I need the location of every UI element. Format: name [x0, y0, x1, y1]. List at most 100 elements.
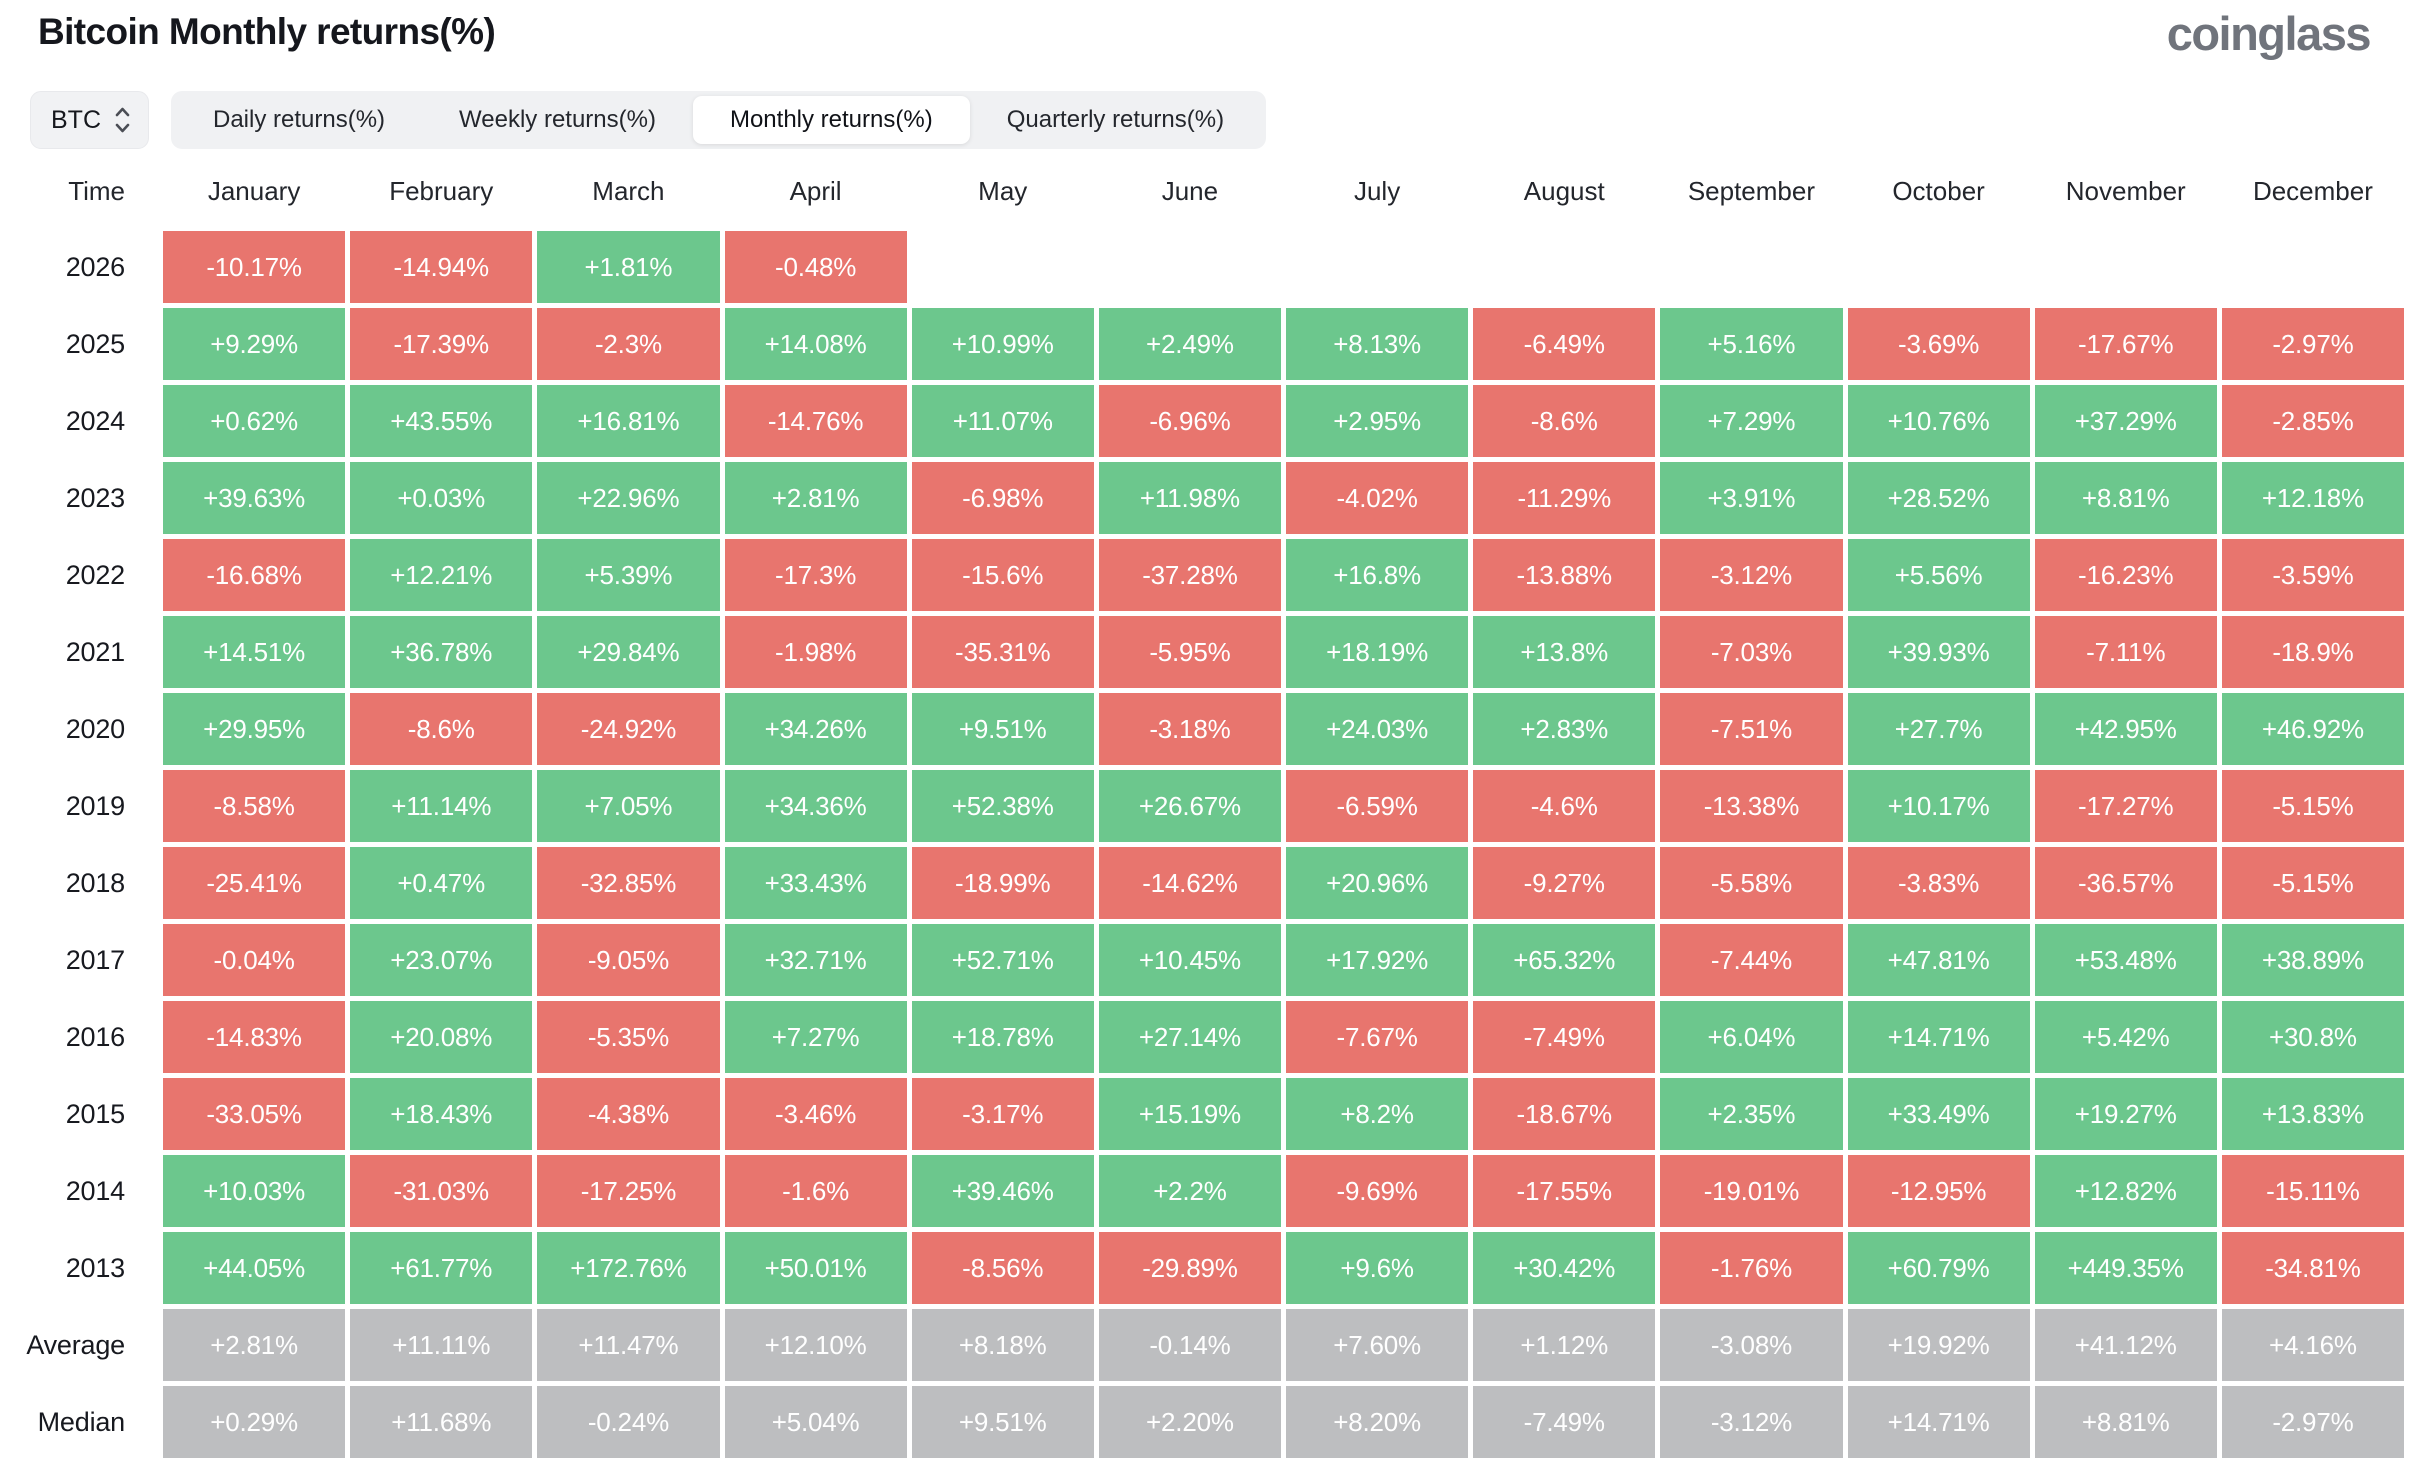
return-cell: +27.14% [1098, 1001, 1281, 1073]
tab-monthly-returns[interactable]: Monthly returns(%) [692, 96, 970, 144]
return-cell: +65.32% [1473, 924, 1656, 996]
return-cell: -2.97% [2221, 1386, 2404, 1458]
return-cell: +8.13% [1286, 308, 1469, 380]
return-cell: +5.16% [1660, 308, 1843, 380]
tab-daily-returns[interactable]: Daily returns(%) [176, 96, 422, 144]
return-cell: +8.81% [2034, 462, 2217, 534]
return-cell: -17.39% [350, 308, 533, 380]
return-cell: -2.3% [537, 308, 720, 380]
return-cell: -13.88% [1473, 539, 1656, 611]
row-label: 2013 [65, 1253, 125, 1283]
return-cell: +12.82% [2034, 1155, 2217, 1227]
return-cell [1286, 231, 1468, 303]
tab-label: Monthly returns(%) [729, 106, 933, 133]
row-label: 2016 [65, 1022, 125, 1052]
return-cell: +37.29% [2034, 385, 2217, 457]
return-cell: +18.43% [350, 1078, 533, 1150]
return-cell [1099, 231, 1281, 303]
return-cell: +7.27% [724, 1001, 907, 1073]
month-column-header: February [389, 176, 494, 206]
return-cell: +32.71% [724, 924, 907, 996]
table-header-row: Time January February March April May June July… [0, 163, 2404, 219]
return-cell: -1.98% [724, 616, 907, 688]
return-cell: +14.51% [163, 616, 346, 688]
return-cell: +38.89% [2221, 924, 2404, 996]
return-cell: +30.8% [2221, 1001, 2404, 1073]
return-cell: -15.11% [2221, 1155, 2404, 1227]
table-row: 2024 +0.62% +43.55% +16.81% -14.76% +11.07% -6… [0, 385, 2404, 457]
return-cell: -31.03% [350, 1155, 533, 1227]
return-cell: +5.56% [1847, 539, 2030, 611]
return-cell: -17.25% [537, 1155, 720, 1227]
table-row: 2018 -25.41% +0.47% -32.85% +33.43% -18.99% -1… [0, 847, 2404, 919]
return-cell: +2.20% [1098, 1386, 1281, 1458]
return-cell: +14.71% [1847, 1386, 2030, 1458]
tab-weekly-returns[interactable]: Weekly returns(%) [422, 96, 693, 144]
return-cell: -18.9% [2221, 616, 2404, 688]
return-cell: +7.60% [1286, 1309, 1469, 1381]
return-cell: +24.03% [1286, 693, 1469, 765]
return-cell: +11.47% [537, 1309, 720, 1381]
table-row: 2019 -8.58% +11.14% +7.05% +34.36% +52.38% +26… [0, 770, 2404, 842]
return-cell: -14.94% [350, 231, 533, 303]
return-cell: +18.78% [911, 1001, 1094, 1073]
return-cell: -0.24% [537, 1386, 720, 1458]
return-cell: +2.81% [724, 462, 907, 534]
return-cell: +41.12% [2034, 1309, 2217, 1381]
return-cell: +39.46% [911, 1155, 1094, 1227]
return-cell: -5.15% [2221, 847, 2404, 919]
symbol-select[interactable]: BTC [30, 91, 149, 149]
return-cell: -0.14% [1098, 1309, 1281, 1381]
return-cell: -6.96% [1098, 385, 1281, 457]
table-row: 2017 -0.04% +23.07% -9.05% +32.71% +52.71% +10… [0, 924, 2404, 996]
return-cell: -8.6% [1473, 385, 1656, 457]
return-cell: -9.05% [537, 924, 720, 996]
return-cell: -7.11% [2034, 616, 2217, 688]
row-label: 2021 [65, 637, 125, 667]
month-column-header: May [978, 176, 1028, 206]
return-cell: +10.99% [911, 308, 1094, 380]
return-cell: +7.05% [537, 770, 720, 842]
return-cell: +3.91% [1660, 462, 1843, 534]
row-label: 2015 [65, 1099, 125, 1129]
table-row: 2023 +39.63% +0.03% +22.96% +2.81% -6.98% +11.… [0, 462, 2404, 534]
return-cell: +60.79% [1847, 1232, 2030, 1304]
return-cell: -15.6% [911, 539, 1094, 611]
tab-quarterly-returns[interactable]: Quarterly returns(%) [970, 96, 1261, 144]
return-cell: -6.98% [911, 462, 1094, 534]
return-cell: -7.44% [1660, 924, 1843, 996]
return-cell: +50.01% [724, 1232, 907, 1304]
return-cell: +61.77% [350, 1232, 533, 1304]
table-row: 2025 +9.29% -17.39% -2.3% +14.08% +10.99% +2.4… [0, 308, 2404, 380]
return-cell: +2.2% [1098, 1155, 1281, 1227]
return-cell: -4.02% [1286, 462, 1469, 534]
return-cell: +52.38% [911, 770, 1094, 842]
month-column-header: September [1687, 176, 1815, 206]
return-cell: -19.01% [1660, 1155, 1843, 1227]
return-cell: -37.28% [1098, 539, 1281, 611]
row-label: 2017 [65, 945, 125, 975]
return-cell: -3.08% [1660, 1309, 1843, 1381]
page-title: Bitcoin Monthly returns(%) [38, 11, 496, 52]
row-label: 2020 [65, 714, 125, 744]
return-cell: -1.6% [724, 1155, 907, 1227]
return-cell: +11.68% [350, 1386, 533, 1458]
time-column-header: Time [68, 176, 125, 206]
return-cell: +39.93% [1847, 616, 2030, 688]
return-cell: +47.81% [1847, 924, 2030, 996]
row-label: Average [26, 1330, 125, 1360]
row-label: 2023 [65, 483, 125, 513]
return-cell [1848, 231, 2030, 303]
return-cell: +0.29% [163, 1386, 346, 1458]
return-cell: +42.95% [2034, 693, 2217, 765]
return-cell: +29.84% [537, 616, 720, 688]
table-row: 2022 -16.68% +12.21% +5.39% -17.3% -15.6% -37.… [0, 539, 2404, 611]
return-cell: +8.20% [1286, 1386, 1469, 1458]
return-cell: -6.59% [1286, 770, 1469, 842]
return-cell: +28.52% [1847, 462, 2030, 534]
return-cell: +43.55% [350, 385, 533, 457]
return-cell: +14.71% [1847, 1001, 2030, 1073]
return-cell: -1.76% [1660, 1232, 1843, 1304]
month-column-header: March [592, 176, 665, 206]
return-cell: +0.62% [163, 385, 346, 457]
